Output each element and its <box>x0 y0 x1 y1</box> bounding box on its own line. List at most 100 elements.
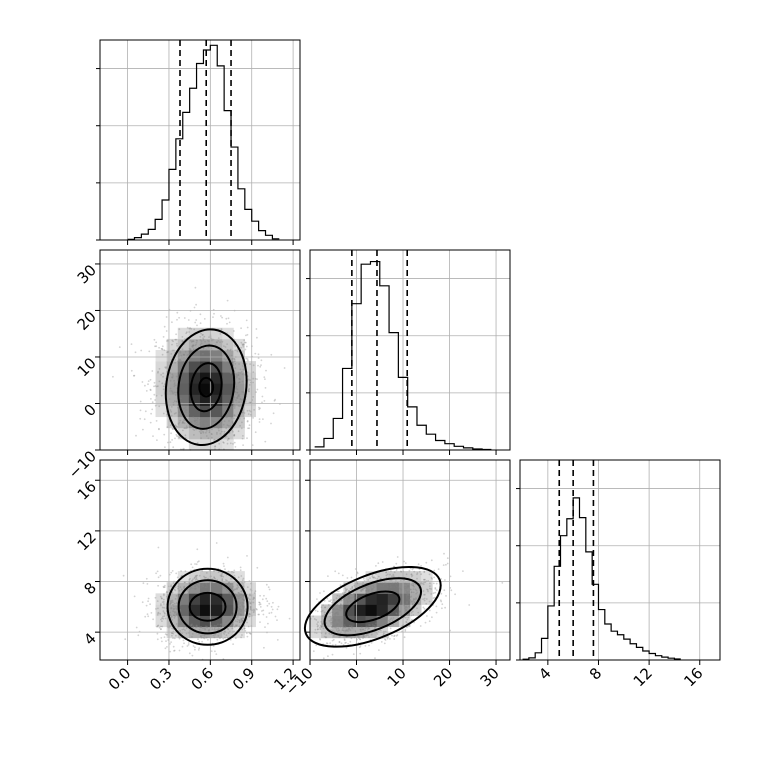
scatter-point <box>165 330 168 332</box>
scatter-point <box>195 303 198 306</box>
scatter-point <box>389 620 391 623</box>
scatter-point <box>233 574 236 577</box>
scatter-point <box>189 577 191 580</box>
scatter-point <box>238 594 241 597</box>
scatter-point <box>344 587 347 590</box>
scatter-point <box>416 572 419 574</box>
scatter-point <box>405 609 407 612</box>
scatter-point <box>253 609 256 612</box>
scatter-point <box>333 613 336 616</box>
scatter-point <box>267 586 270 589</box>
scatter-point <box>228 370 231 373</box>
scatter-point <box>212 338 215 341</box>
scatter-point <box>224 346 227 348</box>
scatter-point <box>219 333 222 335</box>
scatter-point <box>263 376 266 378</box>
scatter-point <box>173 649 176 652</box>
scatter-point <box>376 578 379 580</box>
scatter-point <box>219 623 222 626</box>
scatter-point <box>171 627 173 630</box>
scatter-point <box>343 624 346 626</box>
scatter-point <box>348 595 350 598</box>
scatter-point <box>360 590 363 592</box>
scatter-point <box>160 348 163 350</box>
scatter-point <box>162 598 165 601</box>
scatter-point <box>243 339 246 342</box>
scatter-point <box>171 349 174 352</box>
scatter-point <box>162 388 165 391</box>
scatter-point <box>380 620 383 623</box>
scatter-point <box>213 438 216 441</box>
scatter-point <box>199 584 202 587</box>
scatter-point <box>182 420 184 423</box>
scatter-point <box>182 353 185 356</box>
density-cell <box>365 582 378 594</box>
scatter-point <box>201 640 204 643</box>
scatter-point <box>176 400 178 403</box>
scatter-point <box>189 349 192 351</box>
scatter-point <box>175 613 178 616</box>
scatter-point <box>393 638 396 640</box>
scatter-point <box>417 611 420 614</box>
scatter-point <box>160 618 162 621</box>
scatter-point <box>171 343 173 346</box>
scatter-point <box>332 608 334 611</box>
scatter-point <box>172 446 175 449</box>
density-cell <box>222 338 234 351</box>
scatter-point <box>187 350 190 353</box>
density-cell <box>233 571 245 583</box>
scatter-point <box>229 593 232 596</box>
scatter-point <box>187 319 190 321</box>
scatter-point <box>190 421 193 423</box>
density-cell <box>177 405 190 418</box>
x-tick-label: 0.0 <box>105 664 135 694</box>
scatter-point <box>182 429 184 432</box>
scatter-point <box>211 581 214 584</box>
scatter-point <box>180 621 183 623</box>
scatter-point <box>237 613 240 616</box>
scatter-point <box>341 621 343 624</box>
scatter-point <box>175 613 178 616</box>
scatter-point <box>239 368 242 371</box>
scatter-point <box>397 586 400 589</box>
scatter-point <box>160 374 163 376</box>
scatter-point <box>180 570 183 572</box>
scatter-point <box>173 610 176 613</box>
scatter-point <box>167 441 169 444</box>
scatter-point <box>181 599 184 601</box>
scatter-point <box>243 609 246 612</box>
scatter-point <box>252 596 255 599</box>
scatter-point <box>224 359 227 361</box>
scatter-point <box>166 595 168 598</box>
scatter-point <box>200 636 203 639</box>
scatter-point <box>370 633 373 636</box>
scatter-point <box>190 328 193 330</box>
scatter-point <box>213 352 216 355</box>
scatter-point <box>159 595 162 598</box>
scatter-point <box>351 596 353 599</box>
scatter-point <box>238 625 241 628</box>
scatter-point <box>241 437 244 440</box>
scatter-point <box>245 334 247 337</box>
scatter-point <box>164 366 167 369</box>
scatter-point <box>178 359 180 361</box>
scatter-point <box>170 600 173 602</box>
scatter-point <box>249 605 252 608</box>
scatter-point <box>261 610 263 612</box>
scatter-point <box>190 563 193 566</box>
scatter-point <box>187 643 190 646</box>
scatter-point <box>353 597 356 599</box>
density-cell <box>211 327 223 340</box>
density-cell <box>188 416 201 429</box>
scatter-point <box>191 636 193 638</box>
scatter-point <box>411 610 414 613</box>
scatter-point <box>333 618 336 621</box>
scatter-point <box>205 349 208 352</box>
scatter-point <box>335 629 338 631</box>
scatter-point <box>236 584 239 587</box>
scatter-point <box>215 625 217 628</box>
scatter-point <box>163 349 166 351</box>
scatter-point <box>188 347 191 350</box>
histogram-0 <box>127 44 280 241</box>
scatter-point <box>338 619 341 622</box>
